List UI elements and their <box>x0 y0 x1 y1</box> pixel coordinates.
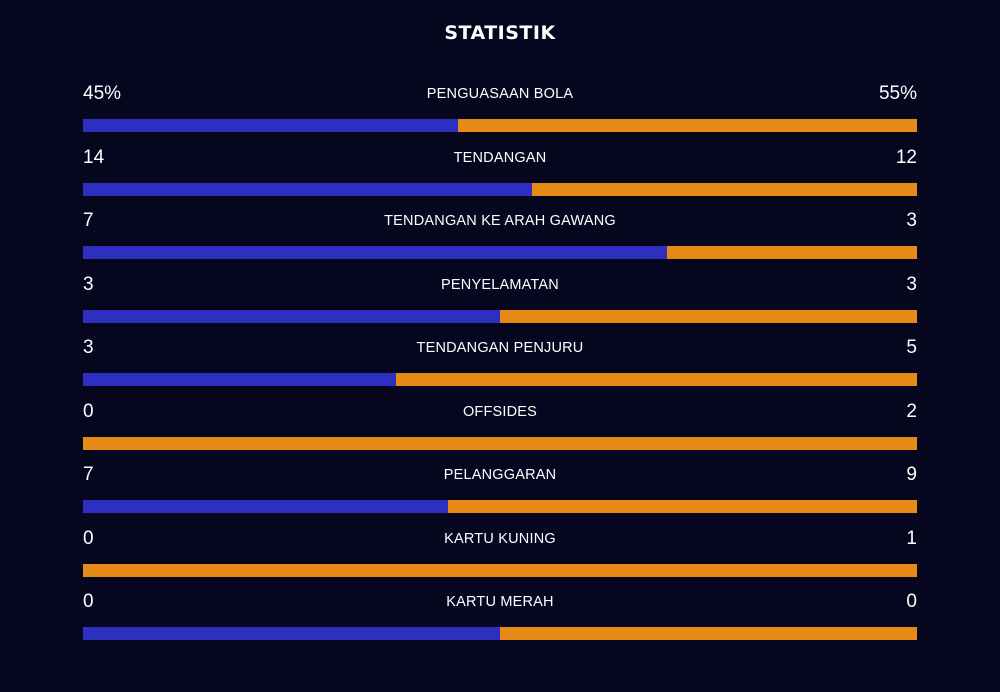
stat-row-saves: 3 PENYELAMATAN 3 <box>83 271 917 335</box>
stat-label: PENGUASAAN BOLA <box>426 86 574 102</box>
home-bar-fill <box>83 627 500 640</box>
home-bar-fill <box>83 246 667 259</box>
away-value: 5 <box>906 337 917 358</box>
home-bar-fill <box>83 309 500 323</box>
stat-label: TENDANGAN <box>453 149 547 166</box>
home-value: 0 <box>83 591 94 612</box>
stat-label: KARTU KUNING <box>444 530 556 547</box>
comparison-bar <box>83 436 917 450</box>
home-value: 0 <box>83 400 94 422</box>
home-bar-fill <box>83 373 396 386</box>
comparison-bar <box>83 563 917 577</box>
stat-label: PELANGGARAN <box>443 467 557 483</box>
stat-row-offsides: 0 OFFSIDES 2 <box>83 398 917 462</box>
home-value: 14 <box>83 146 105 168</box>
stat-label: PENYELAMATAN <box>441 276 559 293</box>
stats-title: STATISTIK <box>444 22 556 44</box>
comparison-bar <box>83 246 917 259</box>
comparison-bar <box>83 373 917 386</box>
stat-row-fouls: 7 PELANGGARAN 9 <box>83 461 917 525</box>
stat-row-red-cards: 0 KARTU MERAH 0 <box>83 588 917 652</box>
home-value: 7 <box>83 464 94 485</box>
home-bar-fill <box>83 182 533 196</box>
stat-row-possession: 45% PENGUASAAN BOLA 55% <box>83 80 917 144</box>
stat-label: TENDANGAN PENJURU <box>416 340 584 356</box>
stat-label: OFFSIDES <box>462 403 538 420</box>
home-bar-fill <box>83 500 448 513</box>
stat-row-shots: 14 TENDANGAN 12 <box>83 144 917 208</box>
away-value: 3 <box>906 210 917 231</box>
stat-label: TENDANGAN KE ARAH GAWANG <box>384 213 616 229</box>
away-value: 3 <box>906 273 917 295</box>
away-value: 2 <box>906 400 917 422</box>
stats-list: 45% PENGUASAAN BOLA 55% 14 TENDANGAN 12 … <box>83 80 917 652</box>
away-value: 0 <box>906 591 917 612</box>
comparison-bar <box>83 500 917 513</box>
comparison-bar <box>83 309 917 323</box>
home-value: 45% <box>83 83 122 104</box>
stat-row-yellow-cards: 0 KARTU KUNING 1 <box>83 525 917 589</box>
away-value: 12 <box>895 146 917 168</box>
home-value: 0 <box>83 527 94 549</box>
comparison-bar <box>83 627 917 640</box>
home-value: 3 <box>83 273 94 295</box>
comparison-bar <box>83 182 917 196</box>
stat-row-corners: 3 TENDANGAN PENJURU 5 <box>83 334 917 398</box>
away-value: 9 <box>906 464 917 485</box>
home-value: 7 <box>83 210 94 231</box>
comparison-bar <box>83 119 917 132</box>
stat-row-shots-on-target: 7 TENDANGAN KE ARAH GAWANG 3 <box>83 207 917 271</box>
away-value: 1 <box>906 527 917 549</box>
stat-label: KARTU MERAH <box>446 594 554 610</box>
away-value: 55% <box>878 83 917 104</box>
home-value: 3 <box>83 337 94 358</box>
home-bar-fill <box>83 119 459 132</box>
